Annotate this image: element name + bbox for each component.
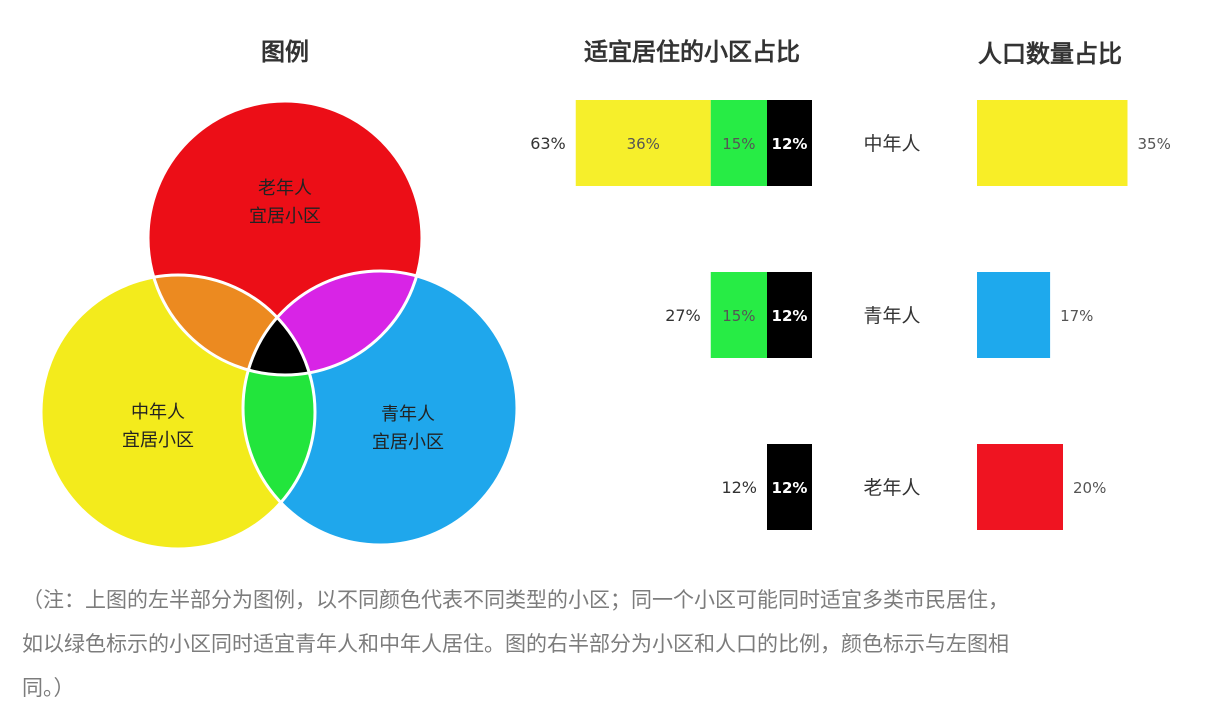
population-value-label: 17% <box>1060 307 1093 325</box>
communities-total-label: 12% <box>721 478 757 497</box>
communities-title: 适宜居住的小区占比 <box>584 38 800 66</box>
communities-segment-label: 36% <box>627 135 660 153</box>
venn-title: 图例 <box>261 38 309 66</box>
population-chart: 人口数量占比 中年人 35% 青年人 17% 老年人 20% <box>863 40 1171 530</box>
communities-bar-segment <box>710 100 767 186</box>
communities-segment-label: 12% <box>772 479 808 497</box>
communities-segment-label: 15% <box>722 307 755 325</box>
communities-total-label: 63% <box>530 134 566 153</box>
communities-segment-label: 15% <box>722 135 755 153</box>
caption: （注：上图的左半部分为图例，以不同颜色代表不同类型的小区；同一个小区可能同时适宜… <box>22 578 1222 710</box>
population-value-label: 35% <box>1138 135 1171 153</box>
communities-bar-segment <box>767 272 812 358</box>
communities-chart: 适宜居住的小区占比 63% 36% 15% 12% 27% 15% 12% 12% 12% <box>530 38 812 530</box>
communities-segment-label: 12% <box>772 135 808 153</box>
population-value-label: 20% <box>1073 479 1106 497</box>
venn-label-middle-2: 宜居小区 <box>122 430 194 451</box>
population-bar <box>977 100 1128 186</box>
population-category-label: 中年人 <box>863 133 920 155</box>
caption-line-1: （注：上图的左半部分为图例，以不同颜色代表不同类型的小区；同一个小区可能同时适宜… <box>22 588 1009 612</box>
communities-segment-label: 12% <box>772 307 808 325</box>
population-category-label: 老年人 <box>863 477 920 499</box>
communities-bar-segment <box>767 100 812 186</box>
venn-label-young-1: 青年人 <box>381 404 435 425</box>
chart-figure: 图例 老年人 宜居小区 中年人 宜居小区 青年人 宜居小区 适宜 <box>39 38 1171 551</box>
venn-overlap-elderly-middle <box>148 275 315 375</box>
venn-legend: 图例 老年人 宜居小区 中年人 宜居小区 青年人 宜居小区 <box>39 38 519 551</box>
venn-label-middle-1: 中年人 <box>131 402 185 423</box>
venn-label-elderly-2: 宜居小区 <box>249 206 321 227</box>
caption-line-2: 如以绿色标示的小区同时适宜青年人和中年人居住。图的右半部分为小区和人口的比例，颜… <box>22 632 1009 656</box>
venn-label-young-2: 宜居小区 <box>372 432 444 453</box>
population-bar <box>977 272 1051 358</box>
venn-label-elderly-1: 老年人 <box>258 178 312 199</box>
population-category-label: 青年人 <box>863 305 920 327</box>
communities-bar-segment <box>767 444 812 530</box>
communities-total-label: 27% <box>665 306 701 325</box>
population-bar <box>977 444 1063 530</box>
communities-bar-segment <box>575 100 711 186</box>
communities-bar-segment <box>710 272 767 358</box>
caption-line-3: 同。） <box>22 676 75 700</box>
venn-overlap-elderly-young <box>243 271 422 375</box>
population-title: 人口数量占比 <box>978 40 1122 68</box>
venn-outlines <box>39 99 519 551</box>
